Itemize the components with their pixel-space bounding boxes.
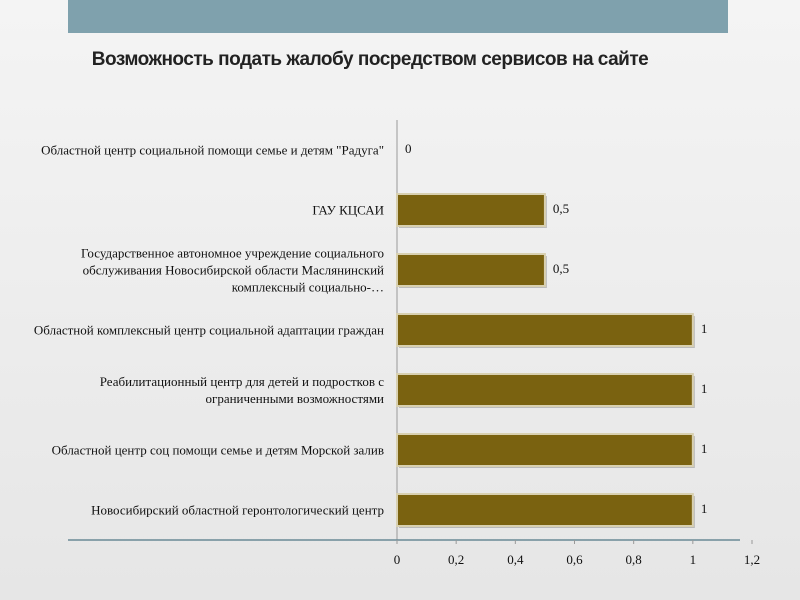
category-label: ГАУ КЦСАИ — [312, 202, 384, 218]
bar — [396, 493, 694, 527]
x-tick-label: 0,4 — [507, 552, 524, 567]
chart-title: Возможность подать жалобу посредством се… — [91, 49, 649, 70]
x-tick-label: 0,8 — [626, 552, 642, 567]
category-label: Областной комплексный центр социальной а… — [33, 322, 384, 338]
category-label: Государственное автономное учреждение со… — [81, 245, 384, 295]
category-label: Областной центр социальной помощи семье … — [41, 142, 384, 158]
data-label: 0 — [405, 141, 412, 156]
category-label: Реабилитационный центр для детей и подро… — [99, 374, 384, 406]
data-label: 1 — [701, 441, 708, 456]
x-tick-label: 0,6 — [566, 552, 583, 567]
x-tick-label: 1,2 — [744, 552, 760, 567]
data-label: 1 — [701, 501, 708, 516]
x-tick-label: 0,2 — [448, 552, 464, 567]
data-label: 1 — [701, 381, 708, 396]
data-label: 1 — [701, 321, 708, 336]
category-label: Новосибирский областной геронтологически… — [91, 502, 384, 518]
bar — [396, 253, 546, 287]
bar — [396, 313, 694, 347]
bar — [396, 193, 546, 227]
data-label: 0,5 — [553, 261, 569, 276]
data-label: 0,5 — [553, 201, 569, 216]
x-tick-label: 1 — [690, 552, 697, 567]
bar — [396, 373, 694, 407]
header-band — [68, 0, 728, 33]
x-tick-label: 0 — [394, 552, 401, 567]
bar — [396, 433, 694, 467]
category-label: Областной центр соц помощи семье и детям… — [51, 442, 384, 458]
